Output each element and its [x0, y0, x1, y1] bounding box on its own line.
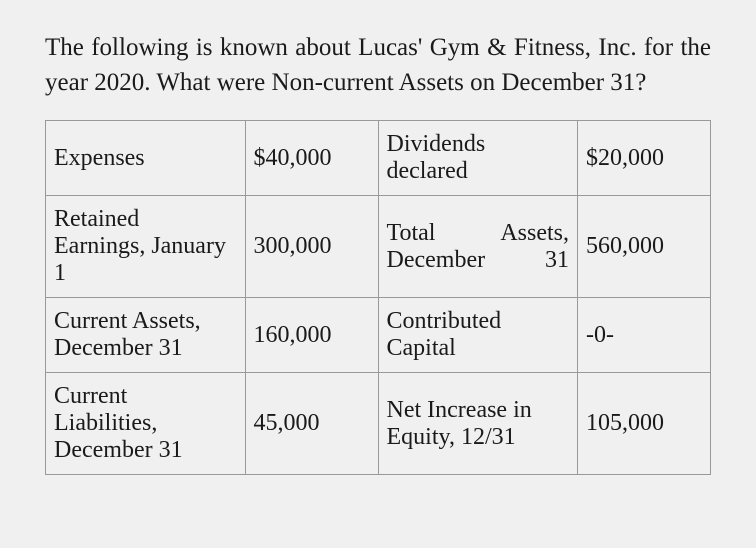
table-row: Current Assets, December 31 160,000 Cont…: [46, 298, 711, 373]
assets-line1: Total Assets,: [387, 220, 570, 246]
cell-label: Net Increase in Equity, 12/31: [378, 373, 578, 475]
cell-value: 160,000: [245, 298, 378, 373]
assets-line2: December 31: [387, 247, 570, 273]
cell-label: Total Assets,December 31: [378, 196, 578, 298]
table-row: Current Liabilities, December 31 45,000 …: [46, 373, 711, 475]
cell-value: $20,000: [578, 121, 711, 196]
cell-label: Contributed Capital: [378, 298, 578, 373]
cell-label: Expenses: [46, 121, 246, 196]
question-text: The following is known about Lucas' Gym …: [45, 30, 711, 100]
cell-value: $40,000: [245, 121, 378, 196]
data-table: Expenses $40,000 Dividends declared $20,…: [45, 120, 711, 475]
table-row: Expenses $40,000 Dividends declared $20,…: [46, 121, 711, 196]
cell-label: Dividends declared: [378, 121, 578, 196]
cell-label: Current Liabilities, December 31: [46, 373, 246, 475]
cell-value: 45,000: [245, 373, 378, 475]
cell-value: 300,000: [245, 196, 378, 298]
cell-label: Retained Earnings, January 1: [46, 196, 246, 298]
cell-value: -0-: [578, 298, 711, 373]
cell-label: Current Assets, December 31: [46, 298, 246, 373]
cell-value: 105,000: [578, 373, 711, 475]
table-row: Retained Earnings, January 1 300,000 Tot…: [46, 196, 711, 298]
cell-value: 560,000: [578, 196, 711, 298]
